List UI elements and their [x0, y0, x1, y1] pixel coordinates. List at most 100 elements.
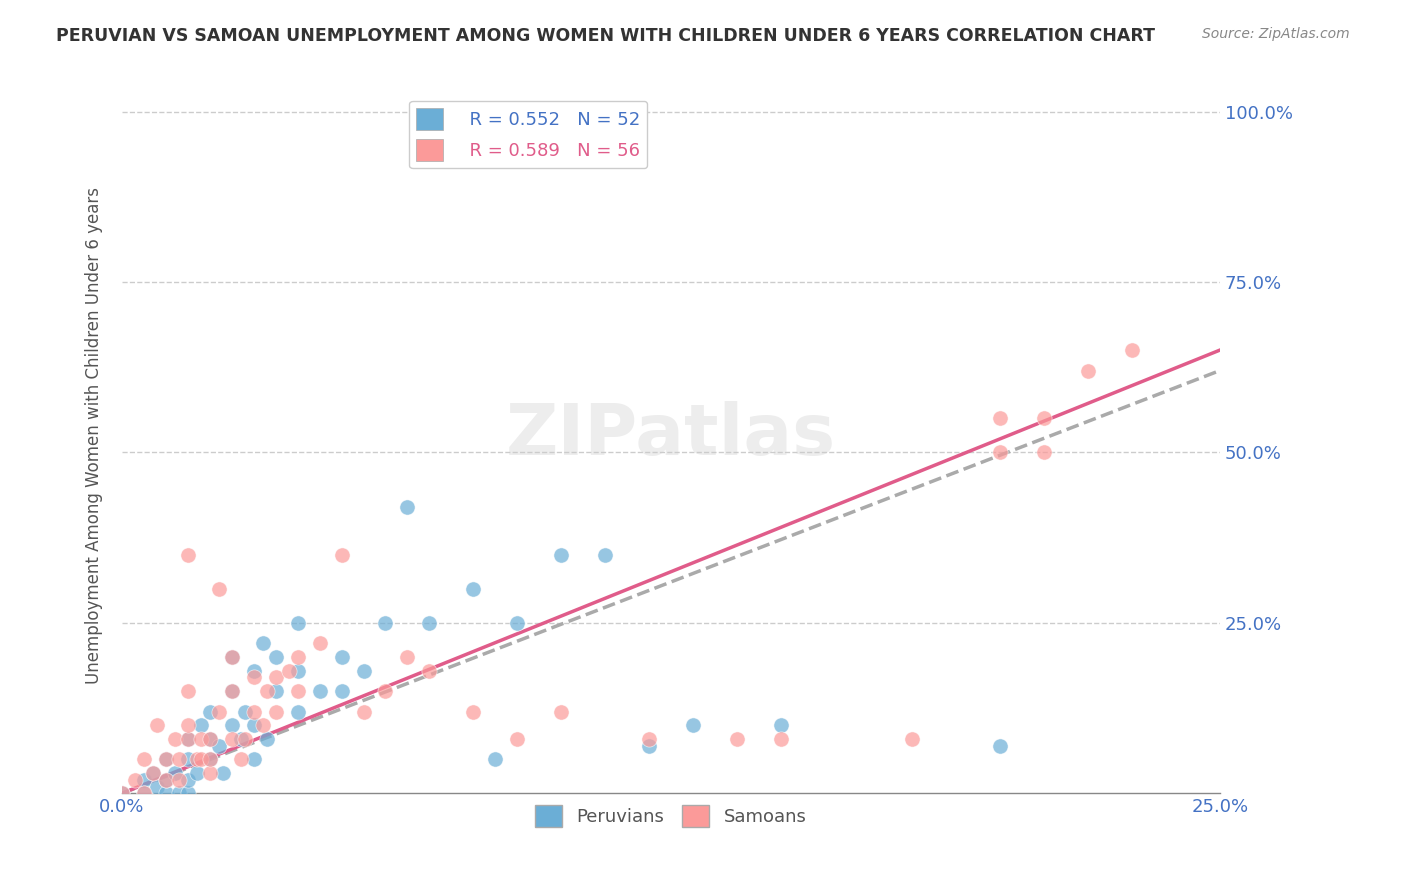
Point: [287, 684, 309, 698]
Point: [264, 670, 287, 684]
Point: [287, 664, 309, 678]
Point: [264, 705, 287, 719]
Point: [190, 731, 212, 746]
Point: [221, 650, 243, 665]
Point: [418, 615, 440, 630]
Point: [242, 664, 264, 678]
Point: [167, 786, 190, 800]
Point: [682, 718, 704, 732]
Text: PERUVIAN VS SAMOAN UNEMPLOYMENT AMONG WOMEN WITH CHILDREN UNDER 6 YEARS CORRELAT: PERUVIAN VS SAMOAN UNEMPLOYMENT AMONG WO…: [56, 27, 1156, 45]
Point: [242, 752, 264, 766]
Point: [330, 684, 353, 698]
Point: [111, 786, 134, 800]
Point: [484, 752, 506, 766]
Point: [1077, 363, 1099, 377]
Point: [155, 786, 177, 800]
Point: [198, 731, 221, 746]
Point: [1033, 411, 1056, 425]
Point: [1033, 445, 1056, 459]
Point: [374, 615, 396, 630]
Point: [901, 731, 924, 746]
Point: [233, 705, 256, 719]
Point: [177, 718, 200, 732]
Point: [374, 684, 396, 698]
Point: [132, 786, 155, 800]
Point: [221, 731, 243, 746]
Point: [242, 705, 264, 719]
Point: [277, 664, 299, 678]
Point: [155, 752, 177, 766]
Point: [155, 772, 177, 787]
Point: [252, 636, 274, 650]
Y-axis label: Unemployment Among Women with Children Under 6 years: Unemployment Among Women with Children U…: [86, 187, 103, 684]
Point: [177, 772, 200, 787]
Point: [330, 548, 353, 562]
Point: [396, 650, 419, 665]
Point: [208, 582, 231, 596]
Point: [198, 752, 221, 766]
Point: [593, 548, 616, 562]
Point: [167, 772, 190, 787]
Point: [186, 765, 208, 780]
Point: [198, 705, 221, 719]
Point: [142, 765, 165, 780]
Point: [638, 739, 661, 753]
Point: [988, 445, 1011, 459]
Point: [506, 731, 529, 746]
Legend: Peruvians, Samoans: Peruvians, Samoans: [527, 798, 814, 834]
Point: [242, 670, 264, 684]
Point: [988, 739, 1011, 753]
Point: [198, 752, 221, 766]
Point: [988, 411, 1011, 425]
Point: [353, 705, 375, 719]
Point: [242, 718, 264, 732]
Point: [769, 718, 792, 732]
Point: [506, 615, 529, 630]
Point: [132, 786, 155, 800]
Point: [177, 731, 200, 746]
Point: [229, 752, 252, 766]
Point: [308, 684, 330, 698]
Point: [308, 636, 330, 650]
Point: [163, 731, 186, 746]
Point: [177, 752, 200, 766]
Point: [769, 731, 792, 746]
Point: [463, 705, 485, 719]
Point: [725, 731, 748, 746]
Point: [287, 705, 309, 719]
Point: [142, 765, 165, 780]
Point: [190, 752, 212, 766]
Point: [638, 731, 661, 746]
Point: [177, 684, 200, 698]
Point: [1121, 343, 1143, 358]
Point: [208, 739, 231, 753]
Point: [146, 780, 169, 794]
Point: [155, 772, 177, 787]
Point: [111, 786, 134, 800]
Point: [124, 772, 146, 787]
Point: [186, 752, 208, 766]
Point: [550, 548, 572, 562]
Point: [221, 718, 243, 732]
Point: [264, 650, 287, 665]
Point: [396, 500, 419, 514]
Point: [418, 664, 440, 678]
Point: [146, 718, 169, 732]
Point: [177, 731, 200, 746]
Point: [208, 705, 231, 719]
Point: [132, 752, 155, 766]
Point: [221, 650, 243, 665]
Point: [330, 650, 353, 665]
Point: [229, 731, 252, 746]
Point: [177, 786, 200, 800]
Point: [252, 718, 274, 732]
Point: [287, 615, 309, 630]
Point: [353, 664, 375, 678]
Point: [221, 684, 243, 698]
Point: [221, 684, 243, 698]
Point: [287, 650, 309, 665]
Point: [167, 752, 190, 766]
Point: [190, 718, 212, 732]
Point: [198, 765, 221, 780]
Point: [163, 765, 186, 780]
